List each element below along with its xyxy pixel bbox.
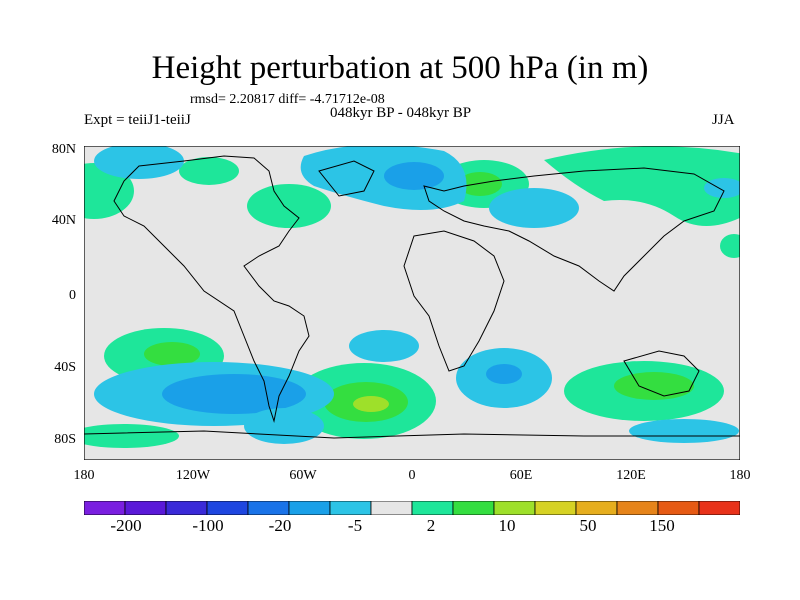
colorbar-box <box>698 501 740 515</box>
colorbar-box <box>452 501 495 515</box>
lat-tick-label: 40N <box>51 213 76 228</box>
anomaly-neg <box>349 330 419 362</box>
anomaly-pos <box>179 157 239 185</box>
lon-tick-label: 120W <box>175 468 211 483</box>
anomaly-pos <box>614 372 694 400</box>
colorbar-box <box>124 501 167 515</box>
lat-tick-label: 80S <box>54 432 76 447</box>
season-label: JJA <box>712 112 735 128</box>
colorbar-box <box>247 501 290 515</box>
anomaly-neg <box>384 162 444 190</box>
lat-tick-label: 0 <box>69 288 76 303</box>
colorbar-box <box>84 501 126 515</box>
lon-tick-label: 60E <box>509 468 533 483</box>
anomaly-neg <box>629 419 739 443</box>
lon-tick-label: 180 <box>73 468 95 483</box>
colorbar-box <box>616 501 659 515</box>
colorbar <box>84 501 740 515</box>
anomaly-pos <box>654 164 734 208</box>
colorbar-box <box>493 501 536 515</box>
colorbar-box <box>411 501 454 515</box>
anomaly-pos <box>84 424 179 448</box>
anomaly-pos <box>247 184 331 228</box>
anomaly-pos <box>458 172 502 196</box>
anomaly-pos <box>353 396 389 412</box>
colorbar-label: 2 <box>426 516 436 535</box>
anomaly-pos <box>144 342 200 366</box>
colorbar-box <box>165 501 208 515</box>
anomaly-neg <box>704 178 740 198</box>
colorbar-label: -20 <box>268 516 292 535</box>
colorbar-label: 50 <box>579 516 597 535</box>
colorbar-label: -5 <box>347 516 363 535</box>
map-panel <box>84 146 740 460</box>
lon-tick-label: 0 <box>408 468 416 483</box>
anomaly-neg <box>300 146 467 210</box>
colorbar-box <box>657 501 700 515</box>
anomaly-neg <box>244 408 324 444</box>
colorbar-box <box>329 501 372 515</box>
contour-fill <box>84 146 740 448</box>
colorbar-box <box>206 501 249 515</box>
lat-tick-label: 40S <box>54 360 76 375</box>
colorbar-label: 10 <box>498 516 516 535</box>
anomaly-pos <box>720 234 740 258</box>
plot-title: Height perturbation at 500 hPa (in m) <box>151 50 649 86</box>
coastlines <box>84 155 740 439</box>
lon-tick-label: 60W <box>289 468 317 483</box>
anomaly-neg <box>489 188 579 228</box>
period-label: 048kyr BP - 048kyr BP <box>330 105 472 121</box>
colorbar-box <box>288 501 331 515</box>
experiment-label: Expt = teiiJ1-teiiJ <box>84 112 191 128</box>
stats-label: rmsd= 2.20817 diff= -4.71712e-08 <box>190 92 385 107</box>
colorbar-label: -200 <box>110 516 142 535</box>
lon-tick-label: 180 <box>729 468 751 483</box>
lat-tick-label: 80N <box>51 142 76 157</box>
colorbar-box <box>575 501 618 515</box>
anomaly-neg <box>162 374 306 414</box>
colorbar-label: 150 <box>649 516 675 535</box>
colorbar-box <box>370 501 413 515</box>
anomaly-neg <box>486 364 522 384</box>
anomaly-neg <box>94 146 184 179</box>
lon-tick-label: 120E <box>616 468 646 483</box>
colorbar-box <box>534 501 577 515</box>
colorbar-label: -100 <box>192 516 224 535</box>
